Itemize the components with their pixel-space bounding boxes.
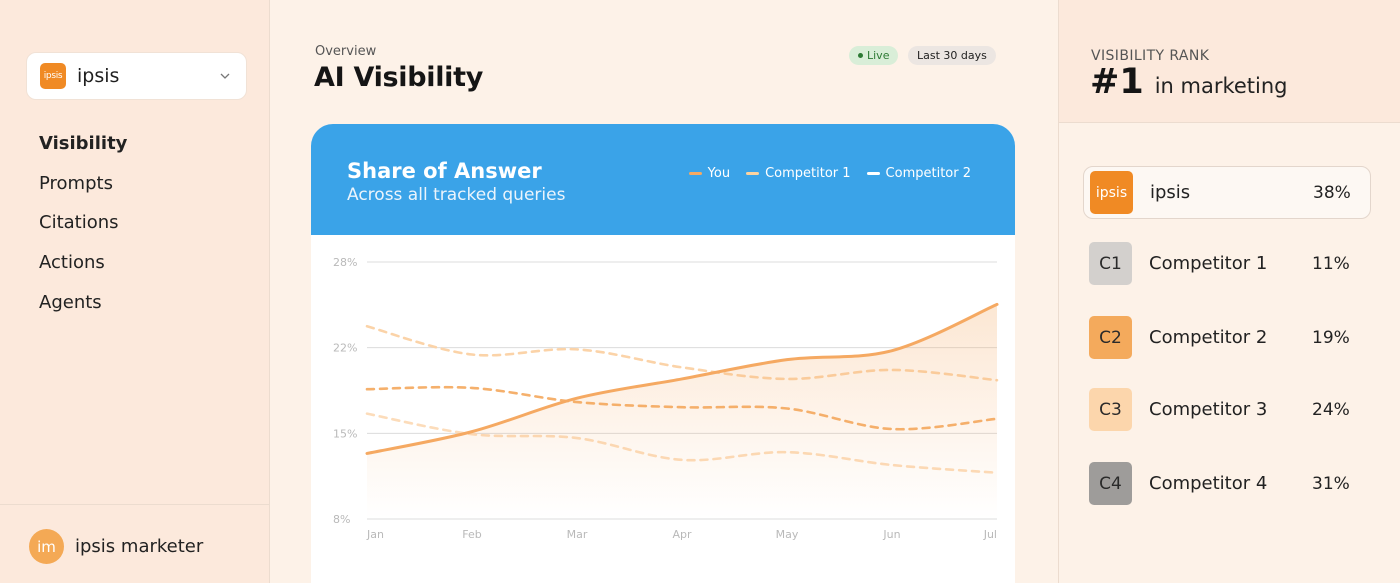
rank-name: Competitor 2 bbox=[1149, 327, 1268, 348]
card-title: Share of Answer bbox=[347, 159, 542, 183]
rank-label: VISIBILITY RANK bbox=[1091, 48, 1210, 64]
live-dot-icon bbox=[858, 53, 863, 58]
x-tick-label: Mar bbox=[567, 528, 588, 541]
rank-context: in marketing bbox=[1154, 74, 1288, 98]
share-of-answer-chart: 28% 22% 15% 8% Jan Feb Mar Apr May Jun Jul bbox=[333, 256, 999, 541]
workspace-switcher[interactable]: ipsis ipsis bbox=[26, 52, 247, 100]
rank-row[interactable]: C3 Competitor 3 24% bbox=[1083, 383, 1371, 436]
legend-item-competitor-2[interactable]: Competitor 2 bbox=[866, 166, 971, 181]
rank-logo: C2 bbox=[1089, 316, 1132, 359]
nav-item-prompts[interactable]: Prompts bbox=[39, 172, 113, 194]
legend-swatch bbox=[688, 172, 702, 175]
legend-item-competitor-1[interactable]: Competitor 1 bbox=[746, 166, 851, 181]
page-eyebrow: Overview bbox=[315, 44, 377, 59]
main-content: Overview AI Visibility Live Last 30 days… bbox=[271, 0, 1058, 583]
chart-legend: You Competitor 1 Competitor 2 bbox=[673, 166, 971, 181]
sidebar: ipsis ipsis Visibility Prompts Citations… bbox=[0, 0, 270, 583]
rank-row[interactable]: C2 Competitor 2 19% bbox=[1083, 311, 1371, 364]
rank-panel: VISIBILITY RANK #1 in marketing ipsis ips… bbox=[1058, 0, 1400, 583]
x-tick-label: Apr bbox=[672, 528, 692, 541]
rank-number: #1 bbox=[1090, 62, 1144, 102]
live-label: Live bbox=[867, 49, 890, 62]
rank-name: Competitor 1 bbox=[1149, 253, 1268, 274]
rank-row[interactable]: C4 Competitor 4 31% bbox=[1083, 457, 1371, 510]
page-title: AI Visibility bbox=[314, 62, 484, 93]
legend-swatch bbox=[746, 172, 760, 175]
workspace-name: ipsis bbox=[77, 65, 120, 87]
legend-label: You bbox=[707, 166, 731, 181]
avatar: im bbox=[29, 529, 64, 564]
series-area bbox=[367, 304, 997, 519]
rank-logo: C4 bbox=[1089, 462, 1132, 505]
sidebar-divider bbox=[0, 504, 270, 505]
legend-item-you[interactable]: You bbox=[688, 166, 731, 181]
card-subtitle: Across all tracked queries bbox=[347, 185, 566, 205]
rank-row[interactable]: ipsis ipsis 38% bbox=[1083, 166, 1371, 219]
rank-percent: 19% bbox=[1312, 327, 1350, 348]
rank-logo: C1 bbox=[1089, 242, 1132, 285]
rank-name: ipsis bbox=[1150, 182, 1191, 203]
x-tick-label: Jul bbox=[983, 528, 997, 541]
rank-percent: 11% bbox=[1312, 253, 1350, 274]
x-tick-label: Feb bbox=[462, 528, 481, 541]
share-of-answer-card: Share of Answer Across all tracked queri… bbox=[311, 124, 1015, 583]
live-badge[interactable]: Live bbox=[849, 46, 899, 65]
nav-item-agents[interactable]: Agents bbox=[39, 291, 102, 313]
x-tick-label: Jan bbox=[366, 528, 384, 541]
date-range-label: Last 30 days bbox=[917, 49, 987, 62]
nav-item-actions[interactable]: Actions bbox=[39, 252, 105, 274]
chevron-down-icon bbox=[220, 73, 230, 79]
rank-name: Competitor 4 bbox=[1149, 473, 1268, 494]
y-tick-label: 22% bbox=[333, 342, 357, 355]
y-tick-label: 28% bbox=[333, 256, 357, 269]
rank-name: Competitor 3 bbox=[1149, 399, 1268, 420]
main-nav: Visibility Prompts Citations Actions Age… bbox=[39, 128, 127, 326]
nav-item-visibility[interactable]: Visibility bbox=[39, 133, 128, 154]
y-tick-label: 8% bbox=[333, 513, 350, 526]
workspace-logo: ipsis bbox=[40, 63, 66, 89]
user-name: ipsis marketer bbox=[75, 536, 204, 557]
rank-row[interactable]: C1 Competitor 1 11% bbox=[1083, 237, 1371, 290]
date-range-button[interactable]: Last 30 days bbox=[908, 46, 996, 65]
legend-label: Competitor 1 bbox=[765, 166, 851, 181]
x-tick-label: May bbox=[776, 528, 799, 541]
rank-percent: 24% bbox=[1312, 399, 1350, 420]
rank-percent: 38% bbox=[1313, 182, 1351, 203]
x-tick-label: Jun bbox=[882, 528, 900, 541]
user-menu[interactable]: im ipsis marketer bbox=[29, 529, 203, 564]
rank-header: VISIBILITY RANK #1 in marketing bbox=[1059, 0, 1400, 123]
y-tick-label: 15% bbox=[333, 427, 357, 440]
nav-item-citations[interactable]: Citations bbox=[39, 212, 119, 234]
series-line bbox=[365, 302, 999, 455]
legend-label: Competitor 2 bbox=[885, 166, 971, 181]
rank-summary: #1 in marketing bbox=[1090, 62, 1288, 102]
rank-logo: C3 bbox=[1089, 388, 1132, 431]
card-header: Share of Answer Across all tracked queri… bbox=[311, 124, 1015, 235]
rank-percent: 31% bbox=[1312, 473, 1350, 494]
rank-logo: ipsis bbox=[1090, 171, 1133, 214]
legend-swatch bbox=[866, 172, 880, 175]
